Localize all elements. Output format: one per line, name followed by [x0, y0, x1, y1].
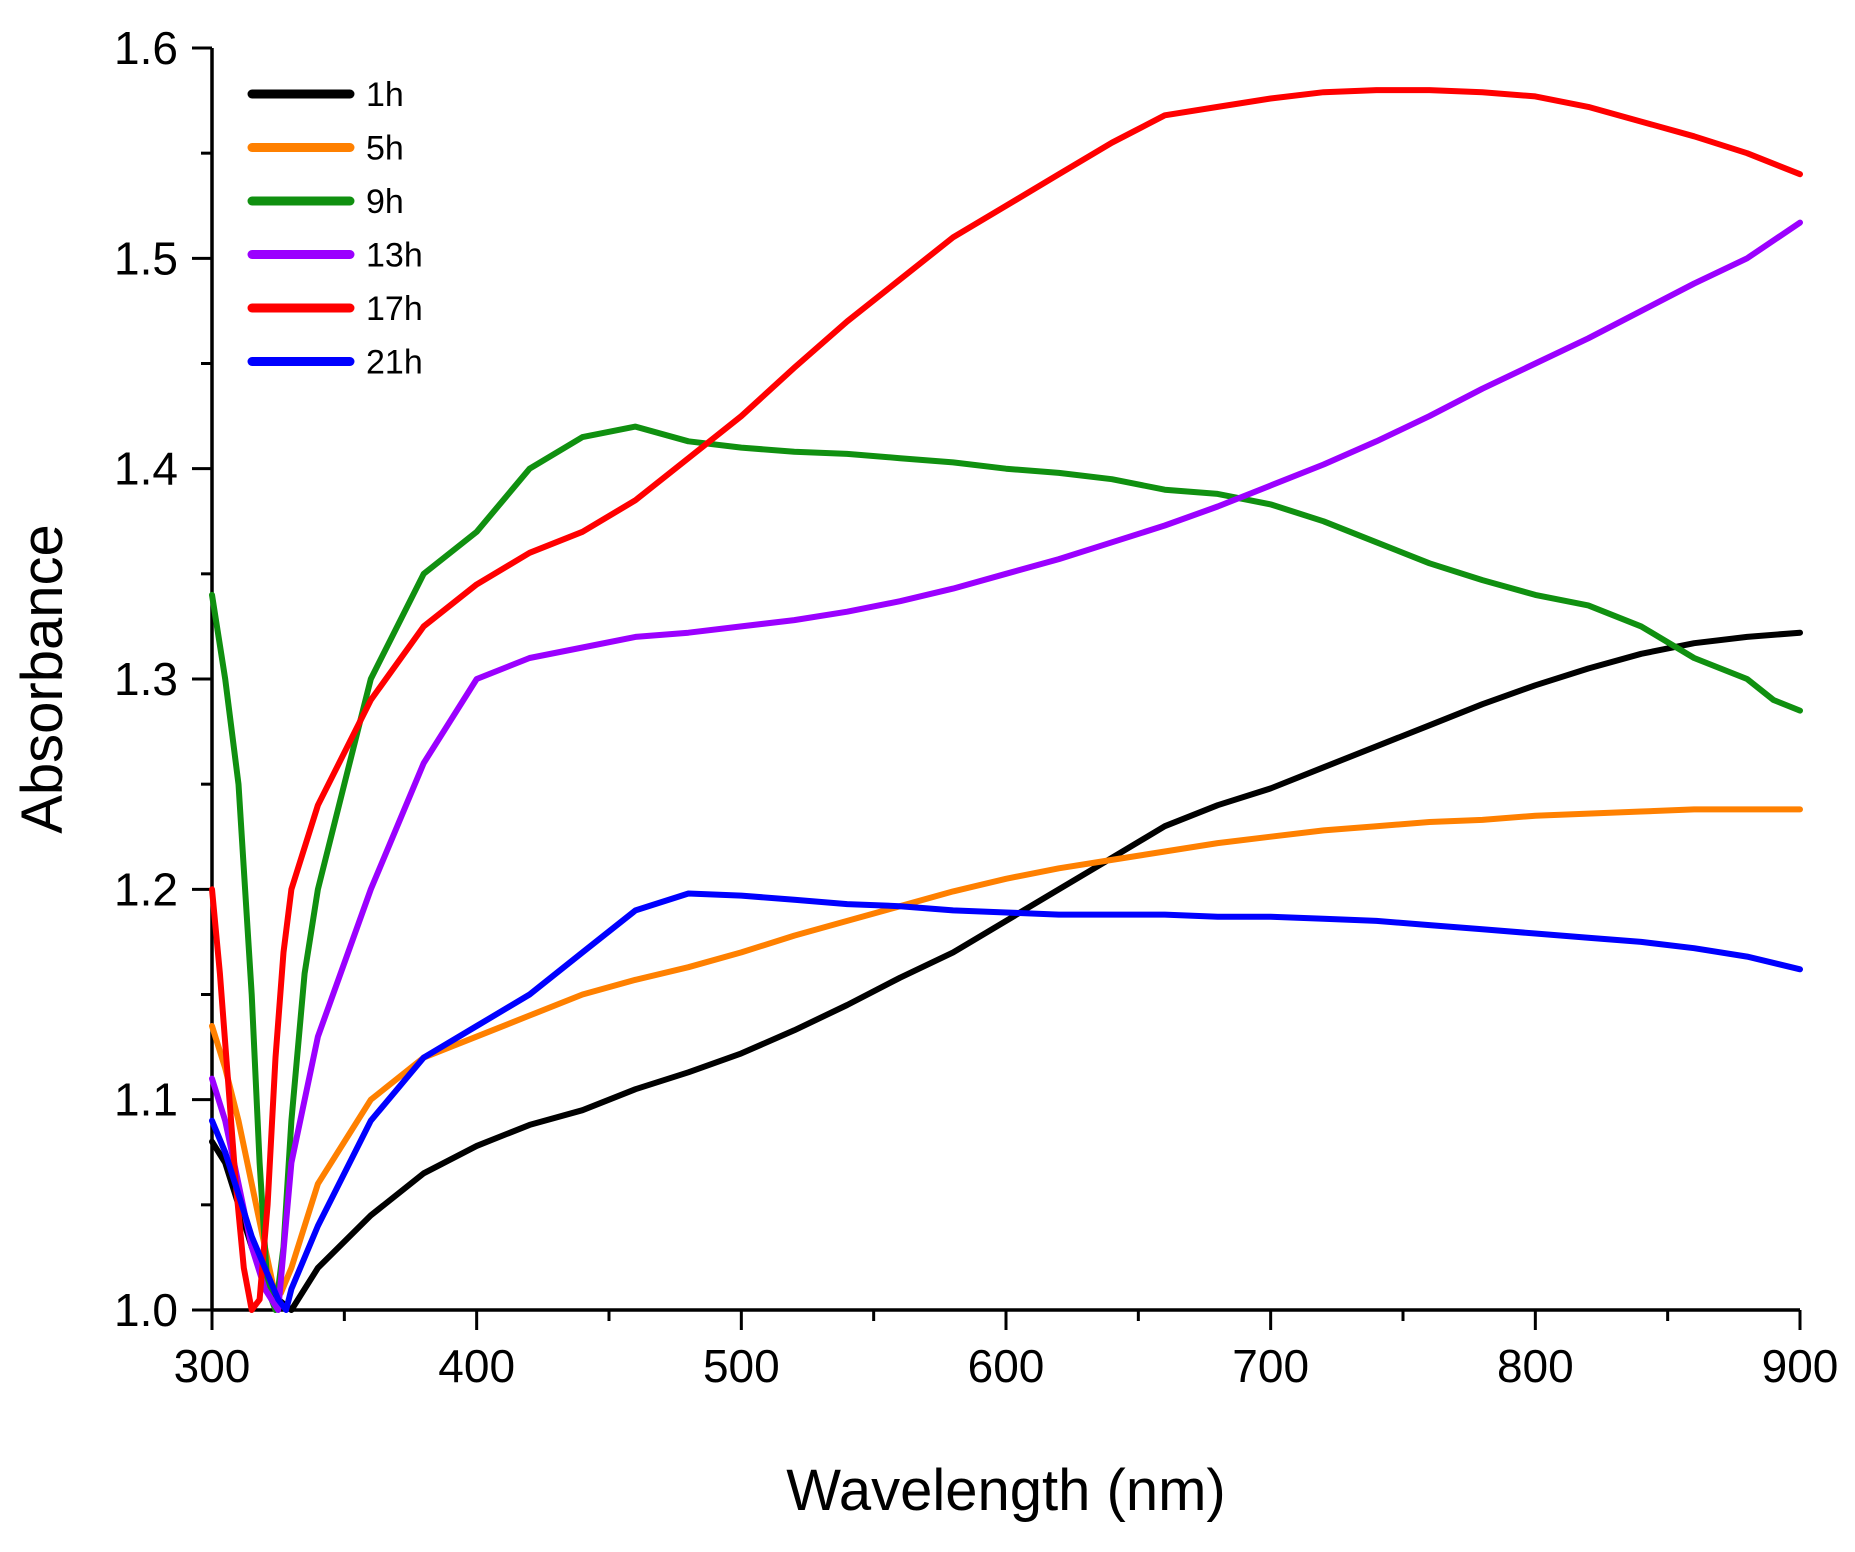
x-tick-label: 400 — [438, 1340, 515, 1392]
y-tick-label: 1.1 — [114, 1074, 178, 1126]
y-axis-title: Absorbance — [10, 524, 75, 834]
legend-label-13h: 13h — [366, 237, 423, 275]
legend-label-5h: 5h — [366, 130, 404, 168]
y-tick-label: 1.2 — [114, 863, 178, 915]
series-line-13h — [209, 219, 1803, 1313]
series-line-17h — [209, 87, 1803, 1313]
x-tick-label: 900 — [1762, 1340, 1839, 1392]
legend: 1h 5h 9h 13h 17h 21h — [247, 76, 423, 382]
x-axis-title: Wavelength (nm) — [786, 1458, 1225, 1523]
legend-label-1h: 1h — [366, 76, 404, 114]
legend-label-9h: 9h — [366, 183, 404, 221]
x-tick-label: 600 — [968, 1340, 1045, 1392]
x-tick-label: 300 — [174, 1340, 251, 1392]
legend-label-17h: 17h — [366, 290, 423, 328]
y-tick-label: 1.4 — [114, 443, 178, 495]
legend-label-21h: 21h — [366, 344, 423, 382]
y-tick-label: 1.3 — [114, 653, 178, 705]
x-tick-label: 800 — [1497, 1340, 1574, 1392]
x-tick-label: 500 — [703, 1340, 780, 1392]
y-tick-label: 1.0 — [114, 1284, 178, 1336]
series-group — [209, 87, 1803, 1313]
y-tick-label: 1.5 — [114, 232, 178, 284]
series-line-9h — [209, 423, 1803, 1313]
y-tick-label: 1.6 — [114, 22, 178, 74]
axes: 300 400 500 600 700 800 900 1.0 1.1 1.2 1.3 1.4 1.5 1… — [114, 22, 1838, 1392]
x-tick-label: 700 — [1232, 1340, 1309, 1392]
series-line-5h — [209, 806, 1803, 1297]
series-line-1h — [209, 629, 1803, 1313]
series-line-21h — [209, 890, 1803, 1313]
